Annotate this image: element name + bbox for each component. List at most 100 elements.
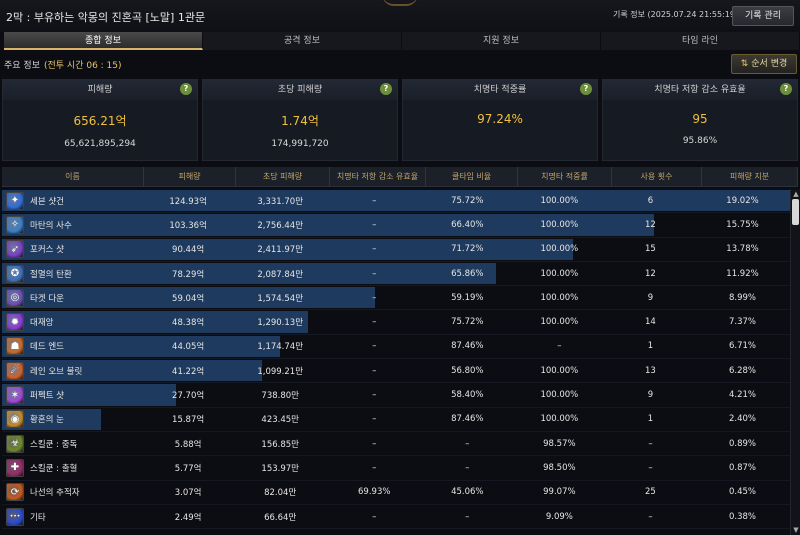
help-icon[interactable]: ? (180, 83, 192, 95)
share-cell: 19.02% (726, 195, 759, 206)
col-damage[interactable]: 피해량 (144, 167, 236, 186)
stat-crit-resist: 치명타 저항 감소 유효율 ? 95 95.86% (602, 79, 798, 161)
skill-table: ✦ 세븐 샷건 124.93억 3,331.70만 – 75.72% 100.00% 6 19.… (2, 189, 790, 535)
catastrophe-icon: ✹ (6, 313, 24, 332)
dps-cell: 153.97만 (261, 463, 299, 474)
crit-resist-cell: – (372, 414, 377, 425)
share-cell: 6.71% (728, 341, 756, 352)
crit-resist-cell: – (372, 511, 377, 522)
scroll-down-icon[interactable]: ▼ (793, 526, 799, 534)
stat-crit-rate: 치명타 적중률 ? 97.24% (402, 79, 598, 161)
tab-summary[interactable]: 종합 정보 (4, 32, 203, 50)
crit-resist-cell: – (372, 365, 377, 376)
stat-title: 치명타 저항 감소 유효율 (603, 80, 797, 100)
damage-cell: 5.77억 (174, 463, 202, 474)
skill-name: 스킬쿤 : 출혈 (30, 463, 78, 474)
share-cell: 13.78% (726, 244, 759, 255)
stat-main-value: 95 (692, 112, 708, 126)
ornament (382, 0, 418, 6)
col-cooldown[interactable]: 쿨타임 비율 (426, 167, 518, 186)
cooldown-cell: 71.72% (451, 244, 484, 255)
skill-name-cell: ✚ 스킬쿤 : 출혈 (2, 458, 143, 477)
col-crit-rate[interactable]: 치명타 적중률 (518, 167, 612, 186)
share-cell: 0.89% (728, 438, 756, 449)
help-icon[interactable]: ? (580, 83, 592, 95)
skill-name: 나선의 추적자 (30, 488, 80, 499)
table-row[interactable]: ••• 기타 2.49억 66.64만 – – 9.09% – 0.38% (2, 505, 790, 530)
table-row[interactable]: ☗ 데드 엔드 44.05억 1,174.74만 – 87.46% – 1 6.71% (2, 335, 790, 360)
col-dps[interactable]: 초당 피해량 (236, 167, 330, 186)
skill-name-cell: ⟳ 나선의 추적자 (2, 483, 143, 502)
crit-resist-cell: – (372, 195, 377, 206)
share-bar (2, 311, 308, 333)
table-row[interactable]: ➶ 포커스 샷 90.44억 2,411.97만 – 71.72% 100.00% 15 13.… (2, 238, 790, 262)
table-row[interactable]: ◎ 타겟 다운 59.04억 1,574.54만 – 59.19% 100.00% 9 8.99… (2, 286, 790, 311)
crit-rate-cell: 98.57% (543, 438, 576, 449)
cooldown-cell: 65.86% (451, 268, 484, 279)
stat-title: 피해량 (3, 80, 197, 100)
dps-cell: 2,756.44만 (257, 220, 304, 231)
table-row[interactable]: ✚ 스킬쿤 : 출혈 5.77억 153.97만 – – 98.50% – 0.87% (2, 456, 790, 481)
crit-resist-cell: – (372, 244, 377, 255)
uses-cell: – (648, 511, 653, 522)
share-cell: 2.40% (728, 414, 756, 425)
table-row[interactable]: ☣ 스킬쿤 : 중독 5.88억 156.85만 – – 98.57% – 0.89% (2, 432, 790, 457)
skill-name-cell: ☣ 스킬쿤 : 중독 (2, 434, 143, 453)
help-icon[interactable]: ? (780, 83, 792, 95)
skill-name-cell: ✧ 마탄의 사수 (2, 215, 143, 234)
etc-icon: ••• (6, 507, 24, 526)
table-row[interactable]: ✦ 세븐 샷건 124.93억 3,331.70만 – 75.72% 100.00% 6 19.… (2, 189, 790, 214)
crit-rate-cell: 9.09% (545, 511, 573, 522)
share-bar (2, 238, 573, 260)
help-icon[interactable]: ? (380, 83, 392, 95)
order-change-button[interactable]: ⇅ 순서 변경 (731, 54, 797, 74)
dps-cell: 3,331.70만 (257, 196, 304, 207)
poison-icon: ☣ (6, 434, 24, 453)
uses-cell: 13 (645, 365, 656, 376)
table-row[interactable]: ⟳ 나선의 추적자 3.07억 82.04만 69.93% 45.06% 99.07% 25 0… (2, 481, 790, 505)
crit-resist-cell: – (372, 219, 377, 230)
crit-rate-cell: 100.00% (540, 244, 579, 255)
tab-bar: 종합 정보 공격 정보 지원 정보 타임 라인 (4, 32, 800, 50)
share-bar (2, 262, 497, 285)
cooldown-cell: 56.80% (451, 365, 484, 376)
table-row[interactable]: ✧ 마탄의 사수 103.36억 2,756.44만 – 66.40% 100.00% 12 1… (2, 213, 790, 238)
tab-timeline[interactable]: 타임 라인 (601, 32, 800, 50)
crit-rate-cell: 100.00% (540, 292, 579, 303)
col-name[interactable]: 이름 (2, 167, 144, 186)
stat-sub-value: 65,621,895,294 (64, 139, 136, 149)
section-label: 주요 정보 (4, 61, 40, 71)
tab-support[interactable]: 지원 정보 (402, 32, 601, 50)
col-crit-resist[interactable]: 치명타 저항 감소 유효율 (330, 167, 426, 186)
scrollbar[interactable]: ▲ ▼ (790, 189, 800, 535)
col-share[interactable]: 피해량 지분 (702, 167, 798, 186)
cooldown-cell: 87.46% (451, 414, 484, 425)
skill-name: 대재앙 (30, 318, 54, 329)
skill-name-cell: ◎ 타겟 다운 (2, 288, 143, 307)
uses-cell: 6 (647, 195, 654, 206)
table-row[interactable]: ✶ 퍼펙트 샷 27.70억 738.80만 – 58.40% 100.00% 9 4.21% (2, 383, 790, 408)
uses-cell: 15 (645, 244, 656, 255)
table-row[interactable]: ☄ 레인 오브 불릿 41.22억 1,099.21만 – 56.80% 100.00% 13… (2, 359, 790, 384)
skill-name-cell: ✹ 대재앙 (2, 313, 143, 332)
table-row[interactable]: ◉ 황혼의 눈 15.87억 423.45만 – 87.46% 100.00% 1 2.40% (2, 408, 790, 432)
crit-rate-cell: 99.07% (543, 487, 576, 498)
record-manage-button[interactable]: 기록 관리 (732, 6, 794, 26)
cooldown-cell: 75.72% (451, 195, 484, 206)
damage-cell: 124.93억 (169, 196, 207, 207)
share-cell: 11.92% (726, 268, 759, 279)
top-bar: 2막 : 부유하는 악몽의 진혼곡 [노말] 1관문 기록 정보 (2025.0… (0, 0, 800, 32)
share-bar (2, 408, 102, 430)
scroll-thumb[interactable] (792, 199, 799, 225)
uses-cell: 12 (645, 219, 656, 230)
table-row[interactable]: ✹ 대재앙 48.38억 1,290.13만 – 75.72% 100.00% 14 7.37% (2, 310, 790, 335)
scroll-up-icon[interactable]: ▲ (793, 190, 799, 198)
uses-cell: – (648, 438, 653, 449)
skill-name: 데드 엔드 (30, 342, 64, 353)
col-uses[interactable]: 사용 횟수 (612, 167, 702, 186)
skill-name-cell: ✦ 세븐 샷건 (2, 191, 143, 210)
table-row[interactable]: ✪ 절멸의 탄환 78.29억 2,087.84만 – 65.86% 100.00% 12 11… (2, 262, 790, 287)
tab-attack[interactable]: 공격 정보 (203, 32, 402, 50)
cooldown-cell: – (465, 511, 470, 522)
swap-icon: ⇅ (740, 59, 749, 69)
